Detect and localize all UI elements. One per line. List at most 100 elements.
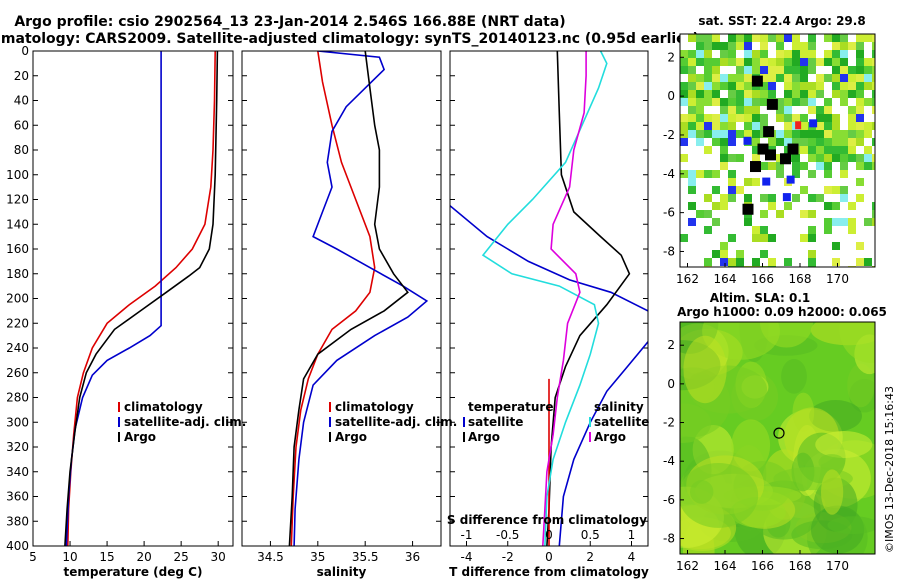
- y-tick-label: 280: [6, 391, 29, 405]
- map-x-tick-label: 164: [714, 272, 737, 286]
- y-tick-label: 240: [6, 341, 29, 355]
- x-tick-label: 20: [136, 550, 151, 564]
- legend-entry: Argo: [335, 430, 367, 444]
- sst-blue-cell: [762, 177, 771, 186]
- sst-cell: [864, 34, 872, 42]
- sst-cell: [832, 66, 840, 74]
- sst-cell: [744, 58, 752, 66]
- sst-cell: [688, 218, 696, 226]
- sst-cell: [704, 98, 712, 106]
- sst-cell: [712, 186, 720, 194]
- copyright-watermark: ©IMOS 13-Dec-2018 15:16:43: [883, 386, 896, 553]
- sst-cell: [800, 114, 808, 122]
- sst-cell: [776, 50, 784, 58]
- sst-cell: [720, 146, 728, 154]
- sst-cell: [824, 170, 832, 178]
- map-x-tick-label: 164: [714, 559, 737, 573]
- sst-cell: [712, 74, 720, 82]
- sst-cell: [792, 58, 800, 66]
- sst-black-cell: [751, 75, 763, 87]
- sst-cell: [864, 218, 872, 226]
- sst-cell: [816, 122, 824, 130]
- sst-cell: [760, 82, 768, 90]
- sst-cell: [840, 162, 848, 170]
- sst-cell: [712, 42, 720, 50]
- sst-cell: [752, 114, 760, 122]
- sst-cell: [816, 130, 824, 138]
- sst-blue-cell: [786, 175, 795, 184]
- sst-cell: [768, 162, 776, 170]
- sst-cell: [752, 130, 760, 138]
- map-y-tick-label: -8: [663, 244, 675, 258]
- map-y-tick-label: -2: [663, 416, 675, 430]
- sst-cell: [768, 82, 776, 90]
- series-line-t-satellite: [450, 205, 648, 312]
- sst-cell: [872, 202, 875, 210]
- sst-cell: [832, 258, 840, 266]
- sst-cell: [744, 90, 752, 98]
- sst-cell: [720, 122, 728, 130]
- sst-cell: [864, 74, 872, 82]
- x-tick-label: 10: [62, 550, 77, 564]
- sst-cell: [856, 82, 864, 90]
- sst-cell: [856, 130, 864, 138]
- sst-cell: [752, 50, 760, 58]
- sst-cell: [824, 186, 832, 194]
- sst-cell: [840, 90, 848, 98]
- sst-cell: [816, 138, 824, 146]
- sst-cell: [704, 42, 712, 50]
- sst-cell: [744, 194, 752, 202]
- sst-cell: [824, 130, 832, 138]
- sst-cell: [808, 98, 816, 106]
- sst-cell: [752, 106, 760, 114]
- sst-cell: [704, 66, 712, 74]
- sst-cell: [760, 74, 768, 82]
- sst-cell: [736, 90, 744, 98]
- sst-cell: [736, 66, 744, 74]
- sst-cell: [872, 138, 875, 146]
- sst-cell: [848, 202, 856, 210]
- series-line-argo: [288, 51, 409, 546]
- sst-cell: [840, 194, 848, 202]
- map-x-tick-label: 162: [676, 272, 699, 286]
- sst-cell: [728, 154, 736, 162]
- sst-cell: [808, 210, 816, 218]
- sst-cell: [752, 98, 760, 106]
- sst-cell: [808, 258, 816, 266]
- top-x-tick-label: -0.5: [496, 528, 519, 542]
- sst-cell: [736, 42, 744, 50]
- sst-cell: [840, 154, 848, 162]
- sst-cell: [704, 34, 712, 42]
- sst-cell: [848, 74, 856, 82]
- sst-cell: [800, 90, 808, 98]
- x-tick-label: -2: [502, 550, 514, 564]
- sst-cell: [696, 74, 704, 82]
- sst-cell: [704, 74, 712, 82]
- sst-cell: [680, 234, 688, 242]
- sst-cell: [848, 90, 856, 98]
- sst-cell: [752, 34, 760, 42]
- sst-cell: [680, 90, 688, 98]
- sst-cell: [856, 242, 864, 250]
- sst-black-cell: [787, 143, 799, 155]
- sst-cell: [872, 162, 875, 170]
- y-tick-label: 180: [6, 267, 29, 281]
- x-tick-label: 0: [545, 550, 553, 564]
- x-tick-label: 35: [310, 550, 325, 564]
- sst-cell: [736, 106, 744, 114]
- salinity-panel: 34.5 35 35.5 36 salinity climatologysatellite…: [241, 50, 457, 579]
- sst-cell: [736, 34, 744, 42]
- y-tick-label: 100: [6, 168, 29, 182]
- sst-cell: [712, 82, 720, 90]
- sst-cell: [808, 50, 816, 58]
- sst-cell: [720, 106, 728, 114]
- sst-cell: [832, 138, 840, 146]
- sst-cell: [824, 146, 832, 154]
- sst-cell: [712, 114, 720, 122]
- sst-cell: [864, 58, 872, 66]
- x-tick-label: 36: [405, 550, 420, 564]
- sst-cell: [752, 178, 760, 186]
- sst-cell: [728, 178, 736, 186]
- sla-map: 162 164 166 168 170 2 0 -2 -4 -6 -8: [663, 321, 876, 573]
- sla-patch: [680, 403, 712, 443]
